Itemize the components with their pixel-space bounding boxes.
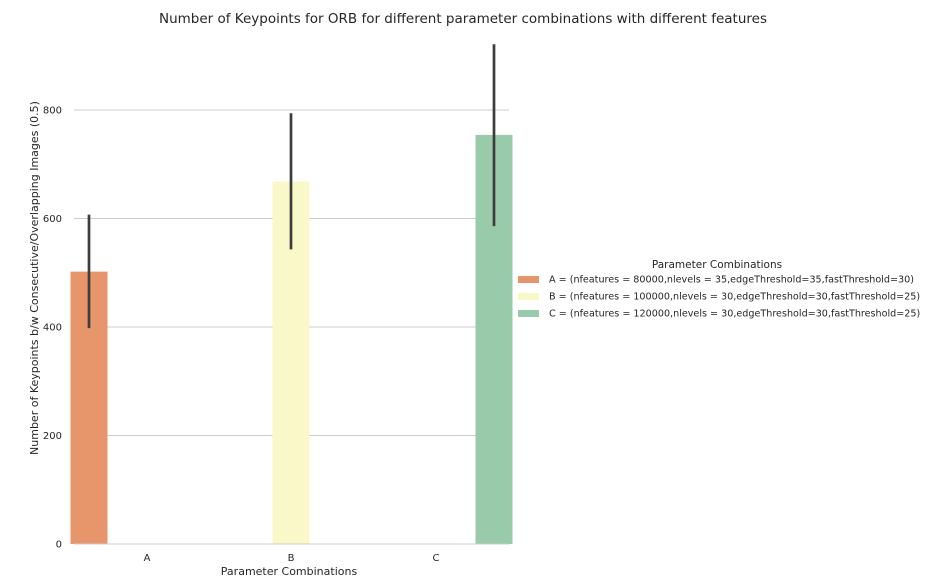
error-bars xyxy=(87,44,496,329)
legend-entry: C = (nfeatures = 120000,nlevels = 30,edg… xyxy=(549,309,920,320)
x-tick-label: A xyxy=(144,553,151,564)
y-axis-label: Number of Keypoints b/w Consecutive/Over… xyxy=(28,101,41,455)
legend: Parameter Combinations A = (nfeatures = … xyxy=(518,259,920,320)
y-tick-labels: 0 200 400 600 800 xyxy=(43,105,62,550)
chart-title: Number of Keypoints for ORB for differen… xyxy=(159,11,767,27)
x-tick-labels: A B C xyxy=(144,553,440,564)
y-tick-label: 400 xyxy=(43,322,62,333)
legend-swatch xyxy=(518,310,539,317)
x-axis-label: Parameter Combinations xyxy=(221,565,358,576)
x-tick-label: B xyxy=(288,553,295,564)
y-tick-label: 600 xyxy=(43,214,62,225)
y-tick-label: 800 xyxy=(43,105,62,116)
legend-entry: B = (nfeatures = 100000,nlevels = 30,edg… xyxy=(549,292,920,303)
x-tick-label: C xyxy=(433,553,440,564)
legend-swatch xyxy=(518,276,539,283)
legend-items: A = (nfeatures = 80000,nlevels = 35,edge… xyxy=(518,275,920,320)
legend-entry: A = (nfeatures = 80000,nlevels = 35,edge… xyxy=(549,275,914,286)
legend-title: Parameter Combinations xyxy=(652,259,782,271)
legend-swatch xyxy=(518,293,539,300)
y-tick-label: 200 xyxy=(43,431,62,442)
y-tick-label: 0 xyxy=(56,540,62,551)
